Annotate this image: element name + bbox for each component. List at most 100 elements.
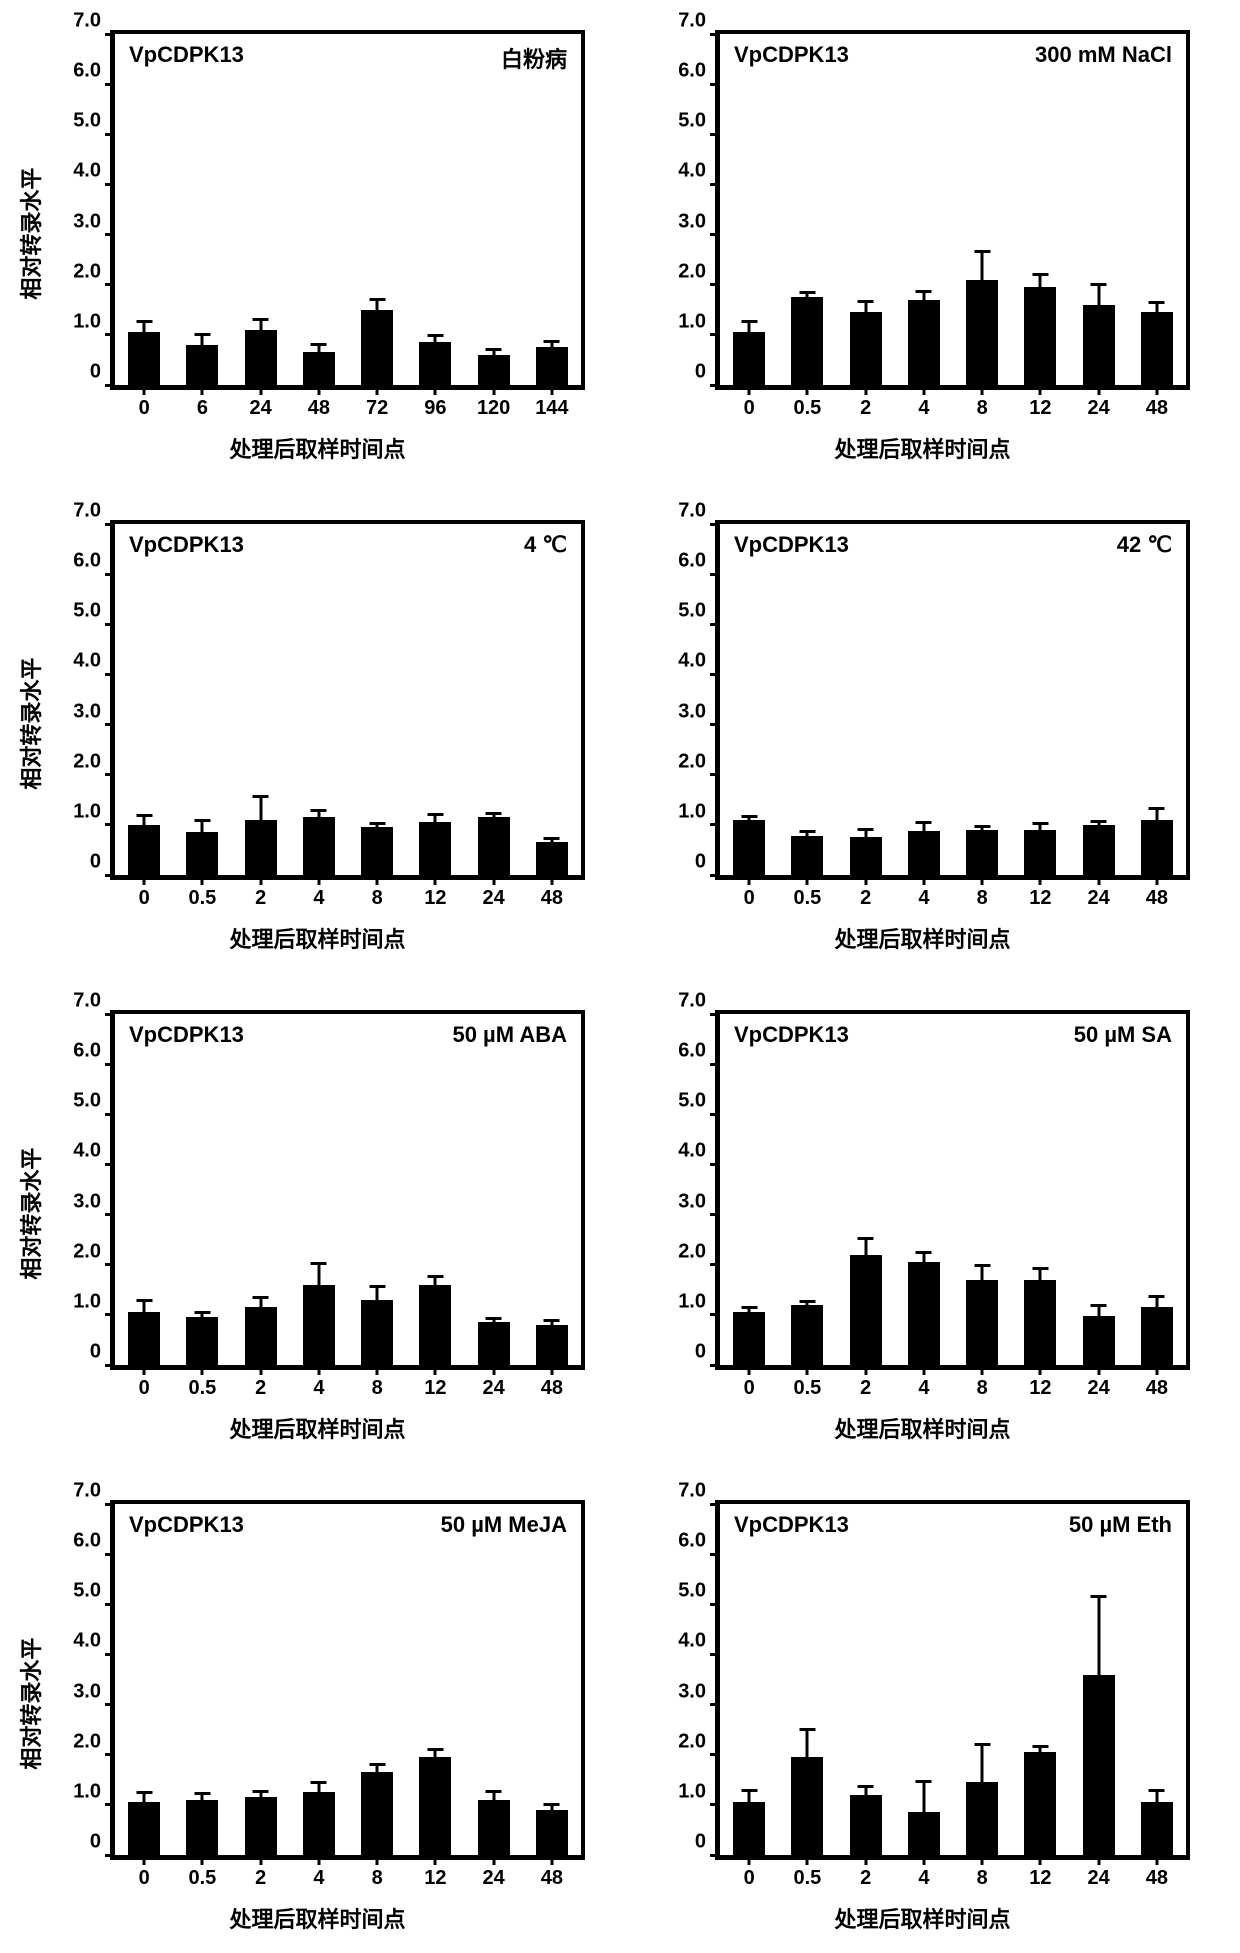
x-tick-label: 48 <box>541 1867 563 1890</box>
error-bar <box>1097 285 1100 305</box>
y-tick <box>105 1163 115 1166</box>
bar <box>361 310 393 385</box>
error-bar-cap <box>858 828 874 831</box>
y-tick-label: 3.0 <box>678 1190 706 1213</box>
bar <box>186 832 218 875</box>
bar <box>419 1757 451 1855</box>
error-bar-cap <box>1032 273 1048 276</box>
bar <box>186 1317 218 1365</box>
x-tick-label: 0 <box>744 1377 755 1400</box>
x-tick <box>143 385 146 395</box>
error-bar <box>492 1319 495 1322</box>
x-tick-label: 2 <box>255 887 266 910</box>
error-bar <box>864 302 867 312</box>
error-bar <box>981 1266 984 1280</box>
error-bar-cap <box>858 300 874 303</box>
bar <box>850 312 882 385</box>
error-bar-cap <box>799 291 815 294</box>
bar <box>1141 312 1173 385</box>
plot-area: VpCDPK1342 ℃01.02.03.04.05.06.07.000.524… <box>715 520 1190 880</box>
error-bar-cap <box>974 1264 990 1267</box>
error-bar <box>748 1791 751 1802</box>
bar <box>478 1322 510 1365</box>
x-tick <box>317 1855 320 1865</box>
y-tick-label: 5.0 <box>73 1580 101 1603</box>
chart-panel-meja: 相对转录水平处理后取样时间点VpCDPK1350 µM MeJA01.02.03… <box>40 1490 595 1930</box>
bar <box>478 355 510 385</box>
error-bar <box>434 1750 437 1758</box>
y-tick <box>710 83 720 86</box>
error-bar-cap <box>741 320 757 323</box>
bars-layer <box>115 524 581 875</box>
y-tick-label: 5.0 <box>678 1580 706 1603</box>
bars-layer <box>115 1504 581 1855</box>
error-bar-cap <box>311 1781 327 1784</box>
y-tick <box>710 1063 720 1066</box>
error-bar-cap <box>486 348 502 351</box>
x-tick <box>1097 385 1100 395</box>
error-bar-cap <box>136 814 152 817</box>
error-bar <box>806 1302 809 1305</box>
error-bar <box>259 320 262 330</box>
y-tick-label: 5.0 <box>678 1090 706 1113</box>
y-tick-label: 6.0 <box>678 1530 706 1553</box>
error-bar <box>981 1745 984 1783</box>
error-bar <box>1155 303 1158 312</box>
y-tick-label: 4.0 <box>73 1630 101 1653</box>
y-tick <box>710 573 720 576</box>
plot-area: VpCDPK1350 µM SA01.02.03.04.05.06.07.000… <box>715 1010 1190 1370</box>
x-tick-label: 24 <box>1088 887 1110 910</box>
y-tick-label: 6.0 <box>73 1040 101 1063</box>
error-bar <box>376 1287 379 1300</box>
y-tick <box>710 523 720 526</box>
x-tick <box>806 385 809 395</box>
x-tick <box>748 1365 751 1375</box>
x-tick <box>201 1855 204 1865</box>
x-tick-label: 8 <box>977 887 988 910</box>
y-tick-label: 3.0 <box>678 700 706 723</box>
y-tick-label: 3.0 <box>73 700 101 723</box>
bar <box>303 1792 335 1855</box>
bars-layer <box>720 1504 1186 1855</box>
bar <box>850 1255 882 1365</box>
y-tick <box>105 1313 115 1316</box>
x-tick-label: 8 <box>977 1867 988 1890</box>
bar <box>966 1280 998 1365</box>
error-bar <box>201 1313 204 1317</box>
plot-area: VpCDPK1350 µM ABA01.02.03.04.05.06.07.00… <box>110 1010 585 1370</box>
error-bar-cap <box>194 1311 210 1314</box>
y-tick <box>710 673 720 676</box>
y-tick-label: 0 <box>90 851 101 874</box>
error-bar <box>1155 809 1158 820</box>
x-tick-label: 12 <box>1029 1867 1051 1890</box>
bar <box>419 1285 451 1365</box>
x-tick-label: 24 <box>1088 1377 1110 1400</box>
x-tick-label: 24 <box>1088 1867 1110 1890</box>
bar <box>1141 820 1173 875</box>
error-bar-cap <box>427 1748 443 1751</box>
error-bar-cap <box>194 819 210 822</box>
error-bar <box>1039 275 1042 288</box>
x-tick <box>434 875 437 885</box>
y-tick <box>105 723 115 726</box>
y-tick <box>710 33 720 36</box>
error-bar <box>376 300 379 310</box>
error-bar <box>492 350 495 355</box>
error-bar-cap <box>799 830 815 833</box>
x-tick-label: 4 <box>918 397 929 420</box>
x-tick <box>376 385 379 395</box>
error-bar-cap <box>311 809 327 812</box>
y-axis-label: 相对转录水平 <box>14 658 46 790</box>
x-tick-label: 48 <box>1146 1377 1168 1400</box>
bar <box>419 342 451 385</box>
x-tick-label: 24 <box>483 1867 505 1890</box>
y-tick <box>105 1553 115 1556</box>
error-bar <box>748 1308 751 1312</box>
y-tick-label: 5.0 <box>678 110 706 133</box>
error-bar-cap <box>136 1791 152 1794</box>
x-tick-label: 0 <box>744 1867 755 1890</box>
y-tick-label: 5.0 <box>73 110 101 133</box>
x-tick-label: 72 <box>366 397 388 420</box>
y-tick <box>105 573 115 576</box>
error-bar <box>201 1794 204 1800</box>
